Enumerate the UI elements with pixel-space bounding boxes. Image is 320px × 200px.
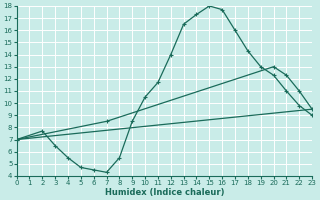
X-axis label: Humidex (Indice chaleur): Humidex (Indice chaleur) <box>105 188 224 197</box>
